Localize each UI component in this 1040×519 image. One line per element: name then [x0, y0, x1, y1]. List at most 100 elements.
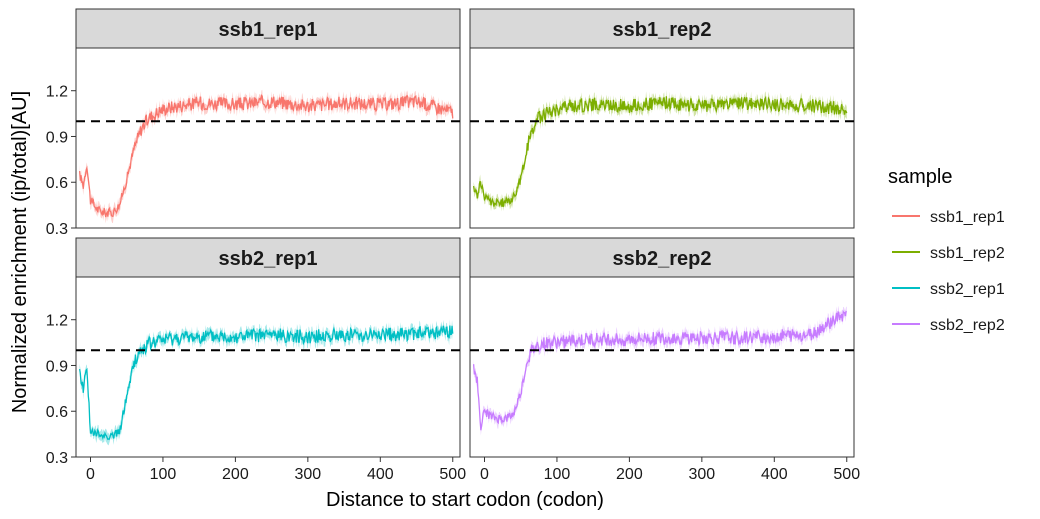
y-tick-label: 0.3 — [46, 450, 68, 467]
panel-ssb1_rep2: ssb1_rep2 — [469, 8, 855, 229]
data-point — [416, 333, 418, 335]
legend-label-ssb1_rep2: ssb1_rep2 — [930, 245, 1005, 262]
y-tick-label: 0.3 — [46, 221, 68, 238]
data-point — [198, 336, 200, 338]
data-point — [416, 101, 418, 103]
facet-strip — [469, 8, 855, 49]
data-point — [491, 417, 493, 419]
y-tick-label: 0.6 — [46, 175, 68, 192]
data-point — [846, 108, 848, 110]
data-point — [79, 174, 81, 176]
x-tick-label: 300 — [688, 466, 715, 483]
facet-title: ssb1_rep2 — [613, 19, 712, 41]
facet-title: ssb2_rep2 — [613, 248, 712, 270]
data-point — [133, 148, 135, 150]
data-point — [480, 426, 482, 428]
x-tick-label: 500 — [833, 466, 860, 483]
data-point — [104, 212, 106, 214]
x-tick-label: 200 — [616, 466, 643, 483]
data-point — [473, 189, 475, 191]
series-line — [472, 309, 847, 431]
data-point — [542, 114, 544, 116]
data-point — [82, 184, 84, 186]
data-point — [629, 105, 631, 107]
data-point — [126, 178, 128, 180]
data-point — [198, 102, 200, 104]
data-point — [527, 357, 529, 359]
legend: sample ssb1_rep1 ssb1_rep2 ssb2_rep1 ssb2_r… — [888, 166, 1005, 334]
data-point — [177, 337, 179, 339]
data-point — [235, 104, 237, 106]
data-point — [520, 178, 522, 180]
data-point — [307, 336, 309, 338]
x-tick-label: 200 — [222, 466, 249, 483]
y-tick-label: 0.9 — [46, 358, 68, 375]
data-point — [162, 108, 164, 110]
data-point — [343, 102, 345, 104]
y-tick-label: 1.2 — [46, 313, 68, 330]
data-point — [527, 143, 529, 145]
y-tick-label: 0.9 — [46, 129, 68, 146]
data-point — [90, 432, 92, 434]
data-point — [498, 418, 500, 420]
panel-frame — [469, 47, 855, 229]
data-point — [484, 197, 486, 199]
data-point — [480, 181, 482, 183]
data-point — [307, 105, 309, 107]
facet-strip — [75, 8, 461, 49]
data-point — [542, 343, 544, 345]
data-point — [846, 311, 848, 313]
x-tick-label: 0 — [480, 466, 489, 483]
x-tick-label: 400 — [367, 466, 394, 483]
data-point — [380, 104, 382, 106]
data-point — [97, 433, 99, 435]
panel-frame — [75, 276, 461, 458]
data-point — [79, 372, 81, 374]
data-point — [513, 413, 515, 415]
data-point — [513, 197, 515, 199]
data-point — [737, 337, 739, 339]
series-line — [78, 94, 454, 218]
data-point — [592, 104, 594, 106]
legend-label-ssb1_rep1: ssb1_rep1 — [930, 209, 1005, 226]
data-point — [774, 104, 776, 106]
panel-frame — [469, 276, 855, 458]
data-point — [104, 435, 106, 437]
data-point — [177, 105, 179, 107]
legend-label-ssb2_rep1: ssb2_rep1 — [930, 281, 1005, 298]
data-point — [148, 117, 150, 119]
series-line — [78, 325, 454, 441]
y-tick-label: 1.2 — [46, 84, 68, 101]
data-point — [737, 102, 739, 104]
x-tick-label: 500 — [439, 466, 466, 483]
data-point — [380, 334, 382, 336]
data-point — [629, 339, 631, 341]
panels-layer: ssb1_rep1 0.3 0.6 0.9 1.2 ssb1_rep2 ssb2_rep1 0… — [46, 8, 860, 483]
data-point — [140, 128, 142, 130]
data-point — [235, 336, 237, 338]
data-point — [556, 342, 558, 344]
data-point — [86, 163, 88, 165]
data-point — [571, 105, 573, 107]
data-point — [571, 340, 573, 342]
data-point — [343, 334, 345, 336]
panel-ssb2_rep1: ssb2_rep1 0.3 0.6 0.9 1.2 0 100 200 300 400 500 — [46, 237, 466, 483]
data-point — [119, 432, 121, 434]
data-point — [452, 111, 454, 113]
data-point — [665, 102, 667, 104]
data-point — [498, 203, 500, 205]
data-point — [126, 395, 128, 397]
data-point — [271, 334, 273, 336]
data-point — [148, 343, 150, 345]
series-line — [472, 95, 848, 208]
data-point — [701, 337, 703, 339]
data-point — [484, 410, 486, 412]
data-point — [90, 200, 92, 202]
data-point — [505, 201, 507, 203]
data-point — [97, 209, 99, 211]
x-tick-label: 100 — [150, 466, 177, 483]
data-point — [774, 336, 776, 338]
data-point — [701, 105, 703, 107]
y-tick-label: 0.6 — [46, 404, 68, 421]
legend-label-ssb2_rep2: ssb2_rep2 — [930, 317, 1005, 334]
